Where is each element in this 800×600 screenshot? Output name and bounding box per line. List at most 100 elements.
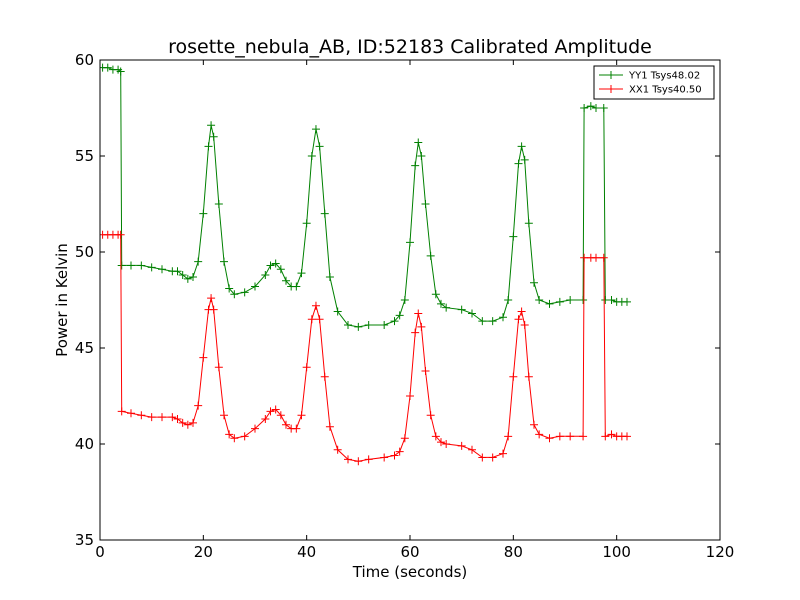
legend-label: YY1 Tsys48.02	[628, 71, 700, 82]
data-point-marker	[199, 353, 208, 362]
data-point-marker	[406, 238, 414, 247]
data-point-marker	[220, 411, 228, 420]
data-point-marker	[276, 265, 285, 274]
data-point-marker	[478, 317, 487, 326]
data-point-marker	[426, 411, 435, 420]
data-point-marker	[189, 272, 197, 281]
data-point-marker	[158, 413, 166, 422]
y-tick-label: 55	[75, 147, 94, 165]
data-point-marker	[555, 297, 564, 306]
x-axis: 0 20 40 60 80 100 120	[95, 60, 734, 561]
data-point-marker	[307, 152, 316, 160]
data-point-marker	[127, 261, 135, 270]
data-point-marker	[400, 296, 409, 304]
data-point-marker	[499, 449, 507, 458]
data-point-marker	[426, 251, 435, 260]
data-point-marker	[103, 63, 112, 72]
data-point-marker	[307, 315, 316, 324]
data-point-marker	[209, 132, 218, 141]
data-point-marker	[411, 161, 420, 170]
data-point-marker	[566, 296, 575, 304]
data-point-marker	[437, 299, 445, 308]
data-point-marker	[320, 372, 329, 381]
data-point-marker	[555, 432, 564, 441]
data-point-marker	[535, 296, 544, 304]
data-point-marker	[225, 430, 234, 439]
data-point-marker	[178, 418, 187, 427]
data-point-marker	[325, 272, 334, 281]
data-point-marker	[354, 457, 363, 466]
data-point-marker	[173, 267, 182, 276]
data-point-marker	[158, 265, 166, 274]
data-point-marker	[390, 317, 399, 326]
data-point-marker	[116, 230, 125, 239]
data-point-marker	[509, 372, 518, 381]
data-point-marker	[251, 424, 259, 433]
x-axis-label: Time (seconds)	[352, 563, 468, 581]
x-tick-label: 0	[95, 543, 105, 561]
data-point-marker	[468, 309, 476, 318]
y-tick-label: 40	[75, 435, 94, 453]
data-point-marker	[599, 104, 608, 112]
data-point-marker	[524, 372, 533, 381]
data-point-marker	[442, 303, 451, 312]
legend-swatch-marker	[607, 71, 615, 79]
data-point-marker	[421, 200, 430, 208]
y-tick-label: 60	[75, 51, 94, 69]
data-point-marker	[478, 453, 487, 462]
data-point-marker	[509, 232, 518, 241]
data-point-marker	[302, 363, 311, 372]
data-point-marker	[344, 455, 352, 464]
data-point-marker	[225, 284, 234, 293]
data-point-marker	[271, 405, 280, 414]
data-point-marker	[417, 152, 426, 160]
data-point-marker	[580, 253, 589, 262]
data-point-marker	[414, 309, 423, 318]
data-point-marker	[607, 430, 616, 439]
data-point-marker	[194, 401, 203, 410]
data-point-marker	[514, 315, 523, 324]
data-point-marker	[137, 411, 146, 420]
data-point-marker	[517, 142, 526, 151]
data-point-marker	[442, 440, 451, 448]
data-point-marker	[230, 434, 239, 443]
data-point-marker	[437, 438, 445, 447]
data-point-marker	[468, 445, 476, 454]
data-point-marker	[282, 420, 290, 429]
x-tick-label: 100	[602, 543, 631, 561]
data-point-marker	[417, 322, 426, 331]
data-point-marker	[411, 328, 420, 337]
data-point-marker	[545, 434, 554, 443]
data-point-marker	[364, 455, 373, 464]
data-point-marker	[117, 407, 126, 416]
x-tick-label: 40	[297, 543, 316, 561]
data-point-marker	[183, 274, 192, 283]
data-point-marker	[499, 313, 507, 322]
data-point-marker	[207, 121, 216, 130]
data-point-marker	[524, 219, 533, 228]
legend-items: YY1 Tsys48.02 XX1 Tsys40.50	[599, 71, 702, 96]
y-axis-label: Power in Kelvin	[53, 243, 71, 357]
data-point-marker	[204, 142, 213, 151]
data-point-marker	[488, 453, 497, 462]
data-point-marker	[390, 451, 399, 460]
data-point-marker	[137, 261, 146, 270]
data-point-marker	[220, 257, 228, 266]
data-point-marker	[261, 271, 270, 280]
data-point-marker	[261, 415, 270, 424]
data-point-marker	[266, 407, 275, 416]
data-point-marker	[240, 288, 249, 297]
data-point-marker	[271, 259, 280, 268]
data-point-marker	[535, 430, 544, 439]
data-point-marker	[354, 322, 363, 331]
data-point-marker	[457, 441, 466, 450]
data-point-marker	[400, 434, 409, 443]
data-point-marker	[127, 409, 135, 418]
data-point-marker	[311, 301, 320, 310]
data-point-marker	[586, 102, 595, 111]
data-point-marker	[601, 432, 610, 441]
data-point-marker	[297, 411, 306, 420]
data-point-marker	[545, 299, 554, 308]
y-tick-label: 50	[75, 243, 94, 261]
